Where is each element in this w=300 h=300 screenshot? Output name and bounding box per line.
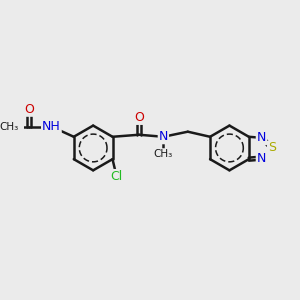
Text: Cl: Cl xyxy=(110,170,123,183)
Text: S: S xyxy=(268,142,276,154)
Text: CH₃: CH₃ xyxy=(0,122,18,132)
Text: O: O xyxy=(24,103,34,116)
Text: NH: NH xyxy=(42,120,61,133)
Text: O: O xyxy=(134,111,144,124)
Text: N: N xyxy=(159,130,168,143)
Text: N: N xyxy=(257,152,266,165)
Text: N: N xyxy=(257,131,266,144)
Text: CH₃: CH₃ xyxy=(154,149,173,159)
